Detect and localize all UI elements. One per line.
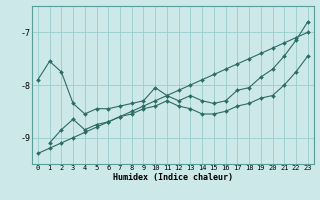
X-axis label: Humidex (Indice chaleur): Humidex (Indice chaleur) <box>113 173 233 182</box>
